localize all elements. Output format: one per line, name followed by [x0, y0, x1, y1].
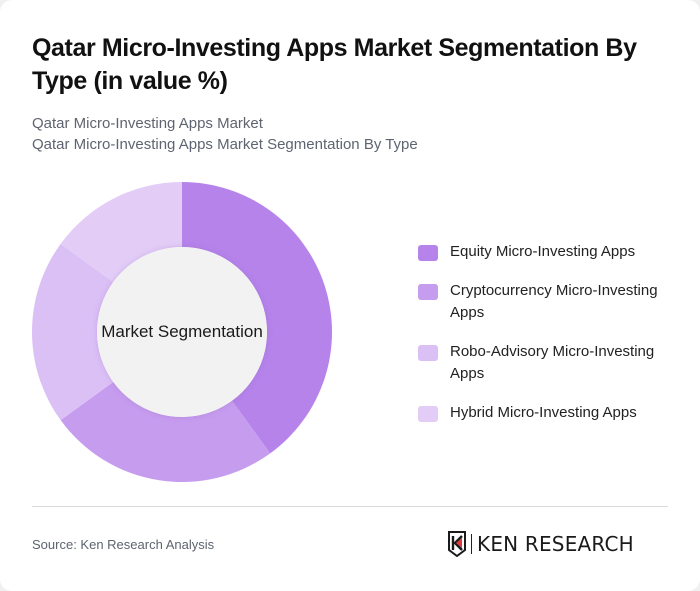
legend-label: Robo-Advisory Micro-Investing Apps: [450, 343, 655, 382]
legend-label: Hybrid Micro-Investing Apps: [450, 404, 637, 421]
legend-item-robo-advisory: Robo-Advisory Micro-Investing Apps: [418, 341, 678, 385]
legend-item-cryptocurrency: Cryptocurrency Micro-Investing Apps: [418, 280, 678, 324]
legend-label: Cryptocurrency Micro-Investing Apps: [450, 282, 658, 321]
donut-svg: [32, 182, 332, 482]
logo-separator: [471, 534, 472, 554]
ken-research-shield-icon: [448, 531, 466, 557]
legend-swatch-icon: [418, 245, 438, 261]
legend-swatch-icon: [418, 284, 438, 300]
legend-swatch-icon: [418, 345, 438, 361]
chart-title: Qatar Micro-Investing Apps Market Segmen…: [32, 34, 637, 95]
footer-divider: [32, 506, 668, 507]
subtitle-line-segmentation: Qatar Micro-Investing Apps Market Segmen…: [32, 136, 418, 153]
donut-segment: [60, 182, 182, 283]
donut-segment: [60, 381, 271, 482]
legend-item-hybrid: Hybrid Micro-Investing Apps: [418, 402, 678, 424]
donut-center-label: Market Segmentation: [101, 322, 263, 341]
donut-segment: [182, 182, 332, 454]
donut-chart: Market Segmentation: [32, 182, 332, 482]
ken-research-logo: KEN RESEARCH: [447, 530, 634, 558]
subtitle-line-market: Qatar Micro-Investing Apps Market: [32, 115, 263, 132]
chart-legend: Equity Micro-Investing Apps Cryptocurren…: [418, 241, 678, 441]
source-note: Source: Ken Research Analysis: [32, 537, 215, 552]
legend-swatch-icon: [418, 406, 438, 422]
chart-subtitle: Qatar Micro-Investing Apps Market Qatar …: [32, 113, 672, 155]
legend-item-equity: Equity Micro-Investing Apps: [418, 241, 678, 263]
legend-label: Equity Micro-Investing Apps: [450, 243, 636, 260]
donut-segment: [32, 243, 114, 421]
logo-wordmark: KEN RESEARCH: [477, 532, 634, 556]
donut-hole: [97, 247, 267, 417]
